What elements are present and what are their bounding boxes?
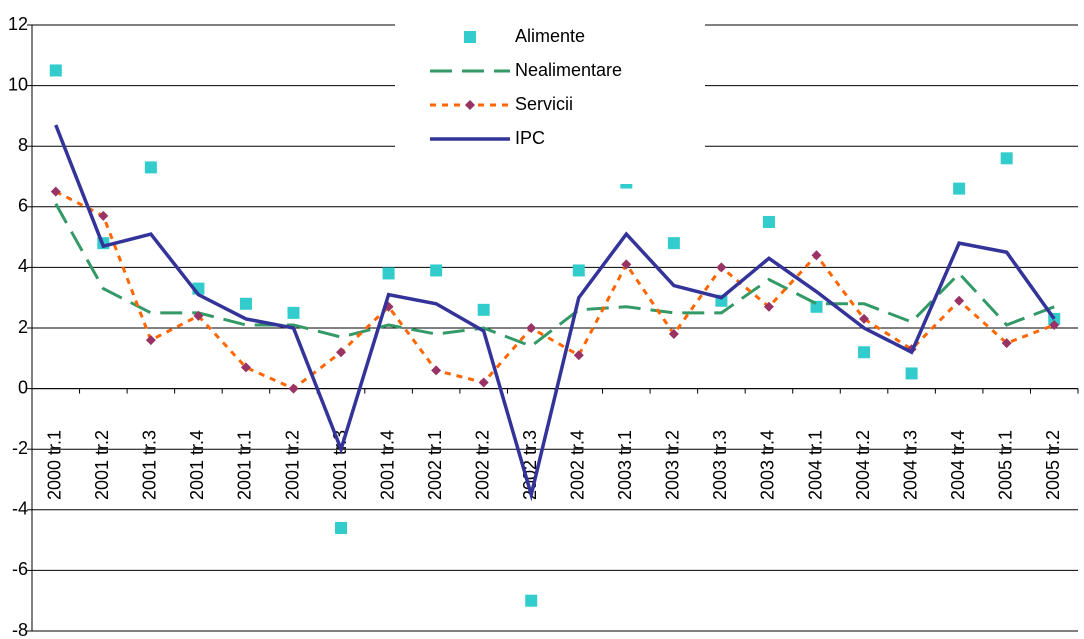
data-point — [1001, 338, 1012, 349]
x-tick-label: 2003 tr.3 — [710, 430, 730, 500]
data-point — [954, 295, 965, 306]
data-point — [477, 303, 490, 316]
x-tick-label: 2004 tr.4 — [948, 430, 968, 500]
data-point — [288, 383, 299, 394]
legend: Alimente Nealimentare Servicii IPC — [395, 14, 705, 184]
data-point — [716, 262, 727, 273]
data-point — [573, 350, 584, 361]
data-point — [98, 210, 109, 221]
data-point — [621, 259, 632, 270]
x-tick-label: 2005 tr.2 — [1043, 430, 1063, 500]
data-point — [240, 362, 251, 373]
data-point — [858, 346, 871, 359]
y-tick-label: -4 — [12, 499, 28, 519]
data-point — [239, 297, 252, 310]
legend-label: Nealimentare — [515, 60, 622, 80]
data-point — [382, 267, 395, 280]
y-tick-label: 10 — [8, 74, 28, 94]
y-tick-label: -2 — [12, 438, 28, 458]
x-tick-label: 2001 tr.4 — [187, 430, 207, 500]
x-tick-label: 2001 tr.3 — [330, 430, 350, 500]
legend-box — [395, 14, 705, 184]
y-tick-label: 2 — [18, 317, 28, 337]
data-point — [762, 215, 775, 228]
legend-label: Servicii — [515, 94, 573, 114]
data-point — [905, 367, 918, 380]
data-point — [1000, 152, 1013, 165]
data-point — [478, 377, 489, 388]
data-point — [526, 323, 537, 333]
x-tick-label: 2004 tr.3 — [900, 430, 920, 500]
legend-label: IPC — [515, 128, 545, 148]
series-3 — [54, 124, 1056, 502]
x-tick-label: 2002 tr.1 — [425, 430, 445, 500]
data-point — [811, 250, 822, 261]
y-tick-label: 12 — [8, 14, 28, 34]
data-line — [55, 190, 1055, 391]
data-point — [336, 347, 347, 358]
x-tick-label: 2005 tr.1 — [995, 430, 1015, 500]
data-point — [287, 306, 300, 319]
x-tick-label: 2003 tr.1 — [615, 430, 635, 500]
y-tick-label: -6 — [12, 559, 28, 579]
data-point — [667, 237, 680, 250]
data-point — [49, 64, 62, 77]
x-tick-label: 2002 tr.4 — [568, 430, 588, 500]
x-tick-label: 2002 tr.2 — [472, 430, 492, 500]
data-line — [54, 203, 1055, 348]
series-1 — [54, 203, 1055, 348]
series-2 — [50, 186, 1060, 394]
data-point — [953, 182, 966, 195]
data-point — [50, 186, 61, 197]
x-tick-label: 2001 tr.3 — [140, 430, 160, 500]
x-tick-label: 2004 tr.1 — [805, 430, 825, 500]
x-tick-label: 2001 tr.2 — [92, 430, 112, 500]
x-tick-label: 2000 tr.1 — [45, 430, 65, 500]
x-tick-label: 2003 tr.2 — [663, 430, 683, 500]
data-point — [335, 521, 348, 534]
x-tick-label: 2001 tr.1 — [235, 430, 255, 500]
y-tick-label: 4 — [18, 256, 28, 276]
data-point — [144, 161, 157, 174]
data-point — [431, 365, 442, 376]
x-tick-label: 2001 tr.2 — [282, 430, 302, 500]
legend-marker — [465, 100, 475, 110]
data-point — [430, 264, 443, 277]
data-point — [572, 264, 585, 277]
data-line — [54, 124, 1056, 502]
x-tick-label: 2004 tr.2 — [853, 430, 873, 500]
y-tick-label: 8 — [18, 135, 28, 155]
legend-label: Alimente — [515, 26, 585, 46]
legend-marker — [464, 31, 476, 43]
x-tick-label: 2001 tr.4 — [377, 430, 397, 500]
data-point — [763, 301, 774, 312]
y-tick-label: -8 — [12, 620, 28, 639]
data-point — [859, 313, 870, 324]
data-point — [193, 310, 204, 321]
y-tick-label: 0 — [18, 377, 28, 397]
y-tick-label: 6 — [18, 196, 28, 216]
data-point — [525, 594, 538, 607]
x-tick-label: 2003 tr.4 — [758, 430, 778, 500]
data-point — [668, 329, 679, 340]
data-point — [1049, 319, 1060, 330]
data-point — [145, 335, 156, 346]
